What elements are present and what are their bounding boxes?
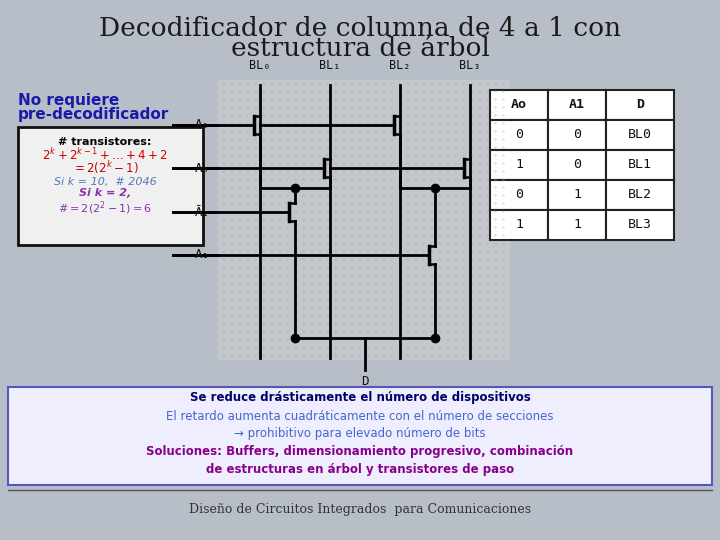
Text: de estructuras en árbol y transistores de paso: de estructuras en árbol y transistores d… [206, 463, 514, 476]
Text: 1: 1 [515, 219, 523, 232]
Text: 1: 1 [573, 188, 581, 201]
Bar [548, 180, 606, 210]
Text: Si k = 10,  # 2046: Si k = 10, # 2046 [53, 177, 156, 187]
Text: Ā₁: Ā₁ [195, 206, 210, 219]
Text: A₁: A₁ [195, 248, 210, 261]
Bar [490, 150, 548, 180]
Text: Si k = 2,: Si k = 2, [79, 188, 131, 198]
Bar [548, 120, 606, 150]
Bar [548, 150, 606, 180]
Bar [606, 150, 674, 180]
Bar [490, 210, 548, 240]
Text: Ao: Ao [511, 98, 527, 111]
Text: A₀: A₀ [195, 161, 210, 174]
Text: $\# = 2(2^2 - 1) = 6$: $\# = 2(2^2 - 1) = 6$ [58, 199, 152, 217]
Text: BL₁: BL₁ [319, 59, 341, 72]
Bar [606, 180, 674, 210]
Text: 0: 0 [573, 129, 581, 141]
Text: A₀: A₀ [195, 118, 210, 132]
Text: BL2: BL2 [628, 188, 652, 201]
Text: # transistores:: # transistores: [58, 137, 152, 147]
Text: BL₀: BL₀ [249, 59, 271, 72]
Bar [490, 120, 548, 150]
Text: 0: 0 [573, 159, 581, 172]
Text: Diseño de Circuitos Integrados  para Comunicaciones: Diseño de Circuitos Integrados para Comu… [189, 503, 531, 516]
Bar [218, 80, 510, 360]
Bar [490, 90, 548, 120]
Text: No requiere: No requiere [18, 92, 120, 107]
Text: Soluciones: Buffers, dimensionamiento progresivo, combinación: Soluciones: Buffers, dimensionamiento pr… [146, 446, 574, 458]
Text: Decodificador de columna de 4 a 1 con: Decodificador de columna de 4 a 1 con [99, 16, 621, 40]
Text: BL1: BL1 [628, 159, 652, 172]
Text: 1: 1 [515, 159, 523, 172]
Bar [548, 90, 606, 120]
Bar [18, 127, 203, 245]
Text: estructura de árbol: estructura de árbol [230, 37, 490, 62]
Text: 0: 0 [515, 188, 523, 201]
Text: 1: 1 [573, 219, 581, 232]
Text: A1: A1 [569, 98, 585, 111]
Bar [606, 120, 674, 150]
Text: D: D [361, 375, 369, 388]
Bar [8, 387, 712, 485]
Text: pre-decodificador: pre-decodificador [18, 107, 169, 123]
Bar [606, 90, 674, 120]
Text: 0: 0 [515, 129, 523, 141]
Text: BL0: BL0 [628, 129, 652, 141]
Text: BL₃: BL₃ [459, 59, 481, 72]
Text: → prohibitivo para elevado número de bits: → prohibitivo para elevado número de bit… [234, 428, 486, 441]
Text: $2^k + 2^{k-1} + \ldots + 4 +2$: $2^k + 2^{k-1} + \ldots + 4 +2$ [42, 147, 168, 163]
Text: Se reduce drásticamente el número de dispositivos: Se reduce drásticamente el número de dis… [189, 392, 531, 404]
Text: D: D [636, 98, 644, 111]
Text: BL3: BL3 [628, 219, 652, 232]
Bar [606, 210, 674, 240]
Text: BL₂: BL₂ [390, 59, 410, 72]
Bar [548, 210, 606, 240]
Bar [490, 180, 548, 210]
Text: $= 2(2^k -1)$: $= 2(2^k -1)$ [72, 159, 138, 176]
Text: El retardo aumenta cuadráticamente con el número de secciones: El retardo aumenta cuadráticamente con e… [166, 409, 554, 422]
